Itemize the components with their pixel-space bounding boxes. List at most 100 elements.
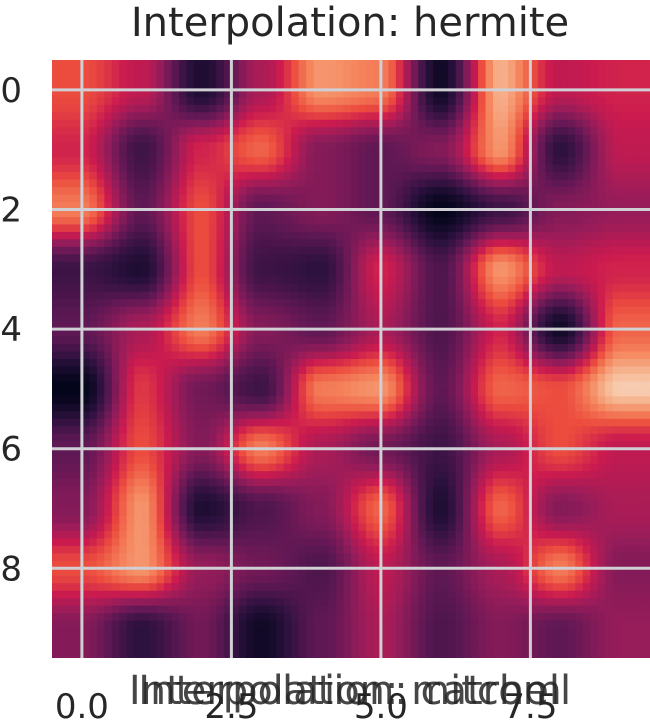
heatmap-pixel <box>238 261 247 270</box>
heatmap-pixel <box>358 388 367 397</box>
heatmap-pixel <box>493 403 502 412</box>
heatmap-pixel <box>395 493 404 502</box>
heatmap-pixel <box>328 441 337 450</box>
heatmap-pixel <box>201 523 210 532</box>
heatmap-pixel <box>149 164 158 173</box>
heatmap-pixel <box>343 134 352 143</box>
heatmap-pixel <box>605 486 614 495</box>
heatmap-pixel <box>171 224 180 233</box>
heatmap-pixel <box>328 299 337 308</box>
heatmap-pixel <box>59 104 68 113</box>
heatmap-pixel <box>261 471 270 480</box>
heatmap-pixel <box>537 396 546 405</box>
heatmap-pixel <box>500 202 509 211</box>
heatmap-pixel <box>388 164 397 173</box>
heatmap-pixel <box>351 224 360 233</box>
heatmap-pixel <box>388 246 397 255</box>
heatmap-pixel <box>216 60 225 69</box>
heatmap-pixel <box>179 299 188 308</box>
heatmap-pixel <box>597 299 606 308</box>
heatmap-pixel <box>208 471 218 480</box>
heatmap-pixel <box>590 336 599 345</box>
heatmap-pixel <box>313 471 322 480</box>
heatmap-pixel <box>336 306 345 315</box>
heatmap-pixel <box>231 202 240 211</box>
heatmap-pixel <box>208 276 218 285</box>
heatmap-pixel <box>81 456 90 465</box>
heatmap-pixel <box>507 60 517 69</box>
heatmap-pixel <box>336 478 345 487</box>
heatmap-pixel <box>642 172 650 181</box>
heatmap-pixel <box>351 67 360 76</box>
heatmap-pixel <box>134 269 143 278</box>
heatmap-pixel <box>238 501 247 510</box>
heatmap-pixel <box>223 261 232 270</box>
heatmap-pixel <box>627 478 636 487</box>
heatmap-pixel <box>179 67 188 76</box>
heatmap-pixel <box>493 381 502 390</box>
heatmap-pixel <box>545 276 554 285</box>
heatmap-pixel <box>567 314 576 323</box>
heatmap-pixel <box>74 515 83 525</box>
heatmap-pixel <box>560 403 569 412</box>
heatmap-pixel <box>373 149 382 158</box>
heatmap-pixel <box>141 515 150 525</box>
heatmap-pixel <box>201 187 210 196</box>
heatmap-pixel <box>253 388 262 397</box>
heatmap-pixel <box>365 448 375 457</box>
heatmap-pixel <box>537 67 546 76</box>
heatmap-pixel <box>507 74 517 84</box>
heatmap-pixel <box>291 321 300 330</box>
heatmap-pixel <box>119 216 128 226</box>
heatmap-pixel <box>194 426 203 435</box>
heatmap-pixel <box>291 471 300 480</box>
heatmap-pixel <box>156 254 165 263</box>
heatmap-pixel <box>590 119 599 128</box>
heatmap-pixel <box>328 396 337 405</box>
heatmap-pixel <box>66 433 76 442</box>
heatmap-pixel <box>313 187 322 196</box>
heatmap-pixel <box>365 471 375 480</box>
heatmap-pixel <box>208 142 218 151</box>
heatmap-pixel <box>597 231 606 240</box>
heatmap-pixel <box>620 127 629 136</box>
heatmap-pixel <box>276 291 285 300</box>
heatmap-pixel <box>298 172 307 181</box>
heatmap-pixel <box>575 314 584 323</box>
heatmap-pixel <box>373 306 382 315</box>
heatmap-pixel <box>89 471 98 480</box>
heatmap-pixel <box>373 209 382 218</box>
heatmap-pixel <box>448 456 457 465</box>
heatmap-pixel <box>111 329 120 338</box>
heatmap-pixel <box>433 433 442 442</box>
heatmap-pixel <box>582 112 591 121</box>
heatmap-pixel <box>231 187 240 196</box>
heatmap-pixel <box>336 351 345 360</box>
heatmap-pixel <box>208 448 218 457</box>
heatmap-pixel <box>545 82 554 91</box>
heatmap-pixel <box>455 486 464 495</box>
heatmap-pixel <box>231 366 240 375</box>
heatmap-pixel <box>52 396 61 405</box>
heatmap-pixel <box>590 388 599 397</box>
heatmap-pixel <box>201 269 210 278</box>
heatmap-pixel <box>96 67 105 76</box>
heatmap-pixel <box>104 239 113 248</box>
heatmap-pixel <box>149 396 158 405</box>
heatmap-pixel <box>522 112 531 121</box>
heatmap-pixel <box>66 418 76 427</box>
heatmap-pixel <box>321 418 330 427</box>
heatmap-pixel <box>410 359 419 368</box>
heatmap-pixel <box>478 314 487 323</box>
heatmap-pixel <box>463 396 472 405</box>
heatmap-pixel <box>493 493 502 502</box>
heatmap-pixel <box>440 373 449 383</box>
heatmap-pixel <box>582 344 591 353</box>
heatmap-pixel <box>246 418 255 427</box>
heatmap-pixel <box>119 157 128 166</box>
heatmap-pixel <box>433 187 442 196</box>
heatmap-pixel <box>373 388 382 397</box>
heatmap-pixel <box>313 523 322 532</box>
heatmap-pixel <box>283 351 292 360</box>
heatmap-pixel <box>388 381 397 390</box>
